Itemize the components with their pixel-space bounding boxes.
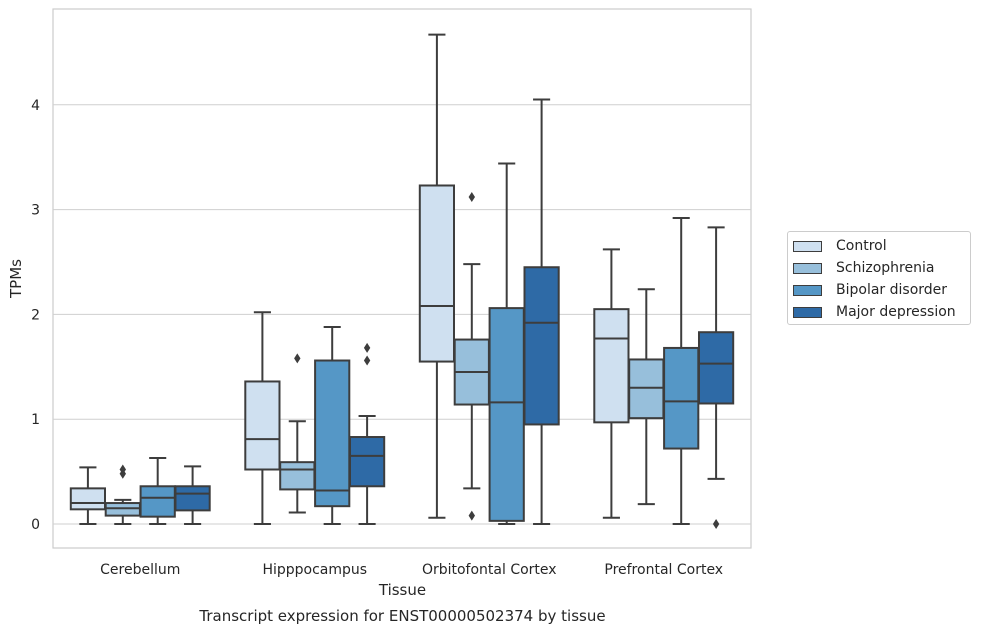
legend-label-major-depression: Major depression [836, 304, 956, 320]
plot-area [52, 8, 752, 549]
box [139, 485, 176, 518]
box [174, 485, 211, 512]
y-tick-label: 4 [31, 98, 40, 114]
legend-swatch-bipolar-disorder [793, 284, 822, 296]
outlier-point [468, 192, 475, 203]
y-tick-label: 1 [31, 412, 40, 428]
box [628, 358, 665, 420]
outlier-point [119, 464, 126, 475]
outlier-point [294, 353, 301, 364]
box [488, 307, 525, 522]
x-tick-label: Hipppocampus [262, 562, 367, 578]
legend-label-bipolar-disorder: Bipolar disorder [836, 282, 948, 298]
y-tick-label: 0 [31, 517, 40, 533]
box [279, 461, 316, 491]
outlier-point [363, 342, 371, 353]
legend-item-major-depression: Major depression [793, 303, 956, 321]
legend: Control Schizophrenia Bipolar disorder M… [787, 231, 971, 325]
x-tick-label: Prefrontal Cortex [604, 562, 723, 578]
legend-swatch-schizophrenia [793, 262, 822, 274]
box [314, 359, 351, 508]
box [348, 436, 386, 488]
box [523, 266, 560, 426]
outlier-point [712, 519, 720, 529]
box [244, 380, 281, 471]
box [69, 487, 107, 511]
y-tick-label: 2 [31, 307, 40, 323]
box [663, 346, 700, 450]
legend-swatch-control [793, 240, 822, 252]
x-axis-label: Tissue [378, 581, 427, 599]
legend-item-control: Control [793, 237, 887, 255]
box [104, 502, 141, 517]
y-tick-label: 3 [31, 203, 40, 219]
y-axis-label: TPMs [7, 259, 25, 299]
outlier-point [363, 355, 371, 366]
box [697, 331, 735, 405]
box [593, 308, 630, 424]
legend-item-schizophrenia: Schizophrenia [793, 259, 934, 277]
x-tick-label: Orbitofontal Cortex [422, 562, 557, 578]
legend-swatch-major-depression [793, 306, 822, 318]
outlier-point [468, 510, 475, 521]
x-tick-label: Cerebellum [100, 562, 180, 578]
legend-label-schizophrenia: Schizophrenia [836, 260, 935, 276]
legend-item-bipolar-disorder: Bipolar disorder [793, 281, 947, 299]
box [418, 184, 456, 363]
chart-title: Transcript expression for ENST0000050237… [199, 607, 606, 625]
legend-label-control: Control [836, 238, 887, 254]
